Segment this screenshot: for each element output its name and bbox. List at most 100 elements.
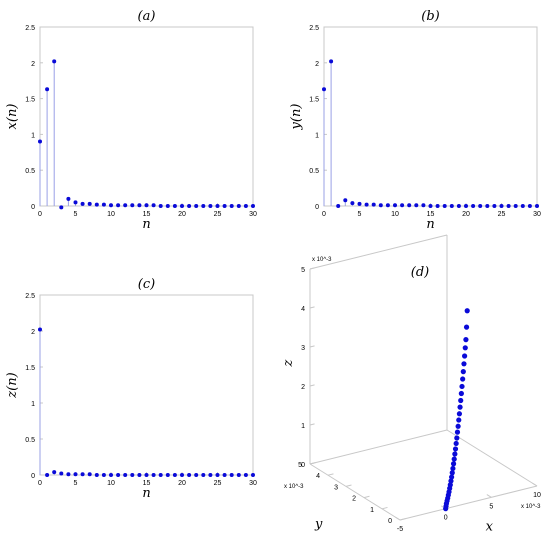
x-tick-label: 0: [38, 480, 42, 487]
data-point: [52, 470, 57, 475]
y-axis-label: x(n): [5, 104, 20, 130]
data-point: [459, 383, 465, 390]
data-point: [194, 473, 199, 477]
data-point: [435, 204, 440, 208]
y-tick-label: 0.5: [25, 437, 35, 444]
x-tick-label: 10: [533, 492, 541, 499]
data-point: [201, 473, 206, 477]
x-tick: [486, 494, 492, 498]
y-tick-label: 1: [370, 507, 374, 514]
data-point: [45, 87, 50, 92]
y-axis-label: y(n): [289, 104, 304, 131]
y-tick-label: 4: [316, 473, 320, 480]
data-point: [458, 390, 464, 397]
data-point: [116, 203, 121, 208]
y-tick-label: 1: [31, 132, 35, 139]
data-point: [144, 203, 149, 208]
x-tick-label: 20: [462, 211, 470, 218]
data-point: [236, 473, 241, 477]
data-point: [460, 369, 466, 375]
x-tick-label: 20: [178, 211, 186, 218]
y-tick-label: 0.5: [309, 168, 319, 175]
data-point: [499, 204, 504, 208]
data-point: [371, 202, 376, 207]
data-point: [407, 203, 412, 208]
data-point: [66, 472, 71, 477]
data-point: [229, 473, 234, 477]
data-point: [80, 472, 85, 477]
z-tick: [309, 384, 315, 387]
data-point: [52, 59, 57, 64]
data-point: [144, 473, 149, 477]
data-point: [513, 204, 518, 208]
y-tick-label: 2.5: [25, 293, 35, 300]
data-point: [130, 473, 135, 477]
data-point: [455, 423, 461, 429]
z-tick: [309, 462, 315, 465]
x-tick-label: 15: [143, 211, 151, 218]
floor-right-edge: [446, 429, 538, 487]
data-point: [94, 473, 99, 477]
data-point: [187, 473, 192, 477]
z-tick-label: 0: [301, 462, 305, 469]
y-tick-label: 0: [315, 204, 319, 211]
data-point: [251, 473, 255, 477]
data-point: [357, 201, 362, 206]
data-point: [87, 472, 92, 477]
data-point: [222, 473, 227, 477]
z-scale-label: x 10^-3: [312, 257, 332, 263]
data-point: [350, 201, 355, 206]
y-tick-label: 2: [31, 329, 35, 336]
z-axis-label: z: [281, 360, 296, 368]
x-tick-label: 30: [249, 211, 257, 218]
y-tick: [327, 473, 334, 476]
x-axis-label: n: [142, 486, 150, 501]
x-tick-label: 5: [74, 211, 78, 218]
data-point: [229, 204, 234, 208]
data-point: [73, 472, 78, 477]
data-point: [485, 204, 490, 208]
data-point: [451, 456, 457, 462]
y-tick-label: 1.5: [309, 97, 319, 104]
data-point: [180, 204, 184, 208]
y-tick-label: 1.5: [25, 97, 35, 104]
data-point: [385, 203, 390, 208]
data-point: [456, 204, 461, 208]
data-point: [448, 478, 454, 484]
data-point: [158, 473, 163, 477]
floor-back-edge: [309, 429, 448, 465]
data-point: [215, 473, 220, 477]
x-tick-label: 25: [214, 211, 222, 218]
data-point: [428, 204, 433, 208]
data-point: [109, 473, 113, 477]
panel-label: (c): [138, 277, 155, 292]
data-point: [101, 473, 106, 477]
x-axis-label: n: [142, 217, 150, 232]
x-scale-label: x 10^-3: [521, 504, 541, 510]
data-point: [492, 204, 497, 208]
data-point: [59, 471, 64, 476]
x-axis-label: x: [486, 520, 494, 534]
data-point: [456, 417, 462, 423]
data-point: [463, 324, 470, 330]
data-point: [38, 139, 42, 144]
y-tick-label: 5: [298, 462, 302, 469]
z-tick: [309, 345, 315, 348]
x-tick-label: 15: [427, 211, 435, 218]
data-point: [464, 204, 468, 208]
data-point: [471, 204, 476, 208]
data-point: [123, 473, 128, 477]
x-tick-label: 20: [178, 480, 186, 487]
x-tick-label: 5: [489, 503, 493, 510]
y-tick-label: 2.5: [309, 25, 319, 32]
data-point: [87, 201, 92, 206]
z-tick: [309, 306, 315, 309]
y-tick: [363, 495, 370, 499]
x-tick-label: 0: [38, 211, 42, 218]
data-point: [101, 202, 106, 207]
data-point: [457, 404, 463, 410]
data-point: [151, 473, 156, 477]
x-tick-label: 5: [358, 211, 362, 218]
data-point: [452, 451, 458, 457]
x-axis-label: n: [426, 217, 434, 232]
